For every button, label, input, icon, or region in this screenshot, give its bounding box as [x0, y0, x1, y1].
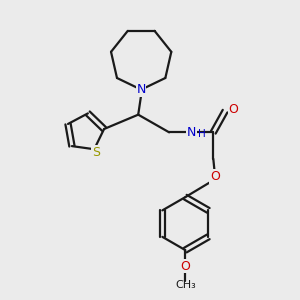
Text: O: O: [180, 260, 190, 273]
Text: O: O: [229, 103, 238, 116]
Text: S: S: [92, 146, 100, 159]
Text: CH₃: CH₃: [175, 280, 196, 290]
Text: N: N: [136, 83, 146, 96]
Text: N: N: [187, 126, 196, 139]
Text: O: O: [210, 170, 220, 183]
Text: H: H: [198, 129, 206, 140]
